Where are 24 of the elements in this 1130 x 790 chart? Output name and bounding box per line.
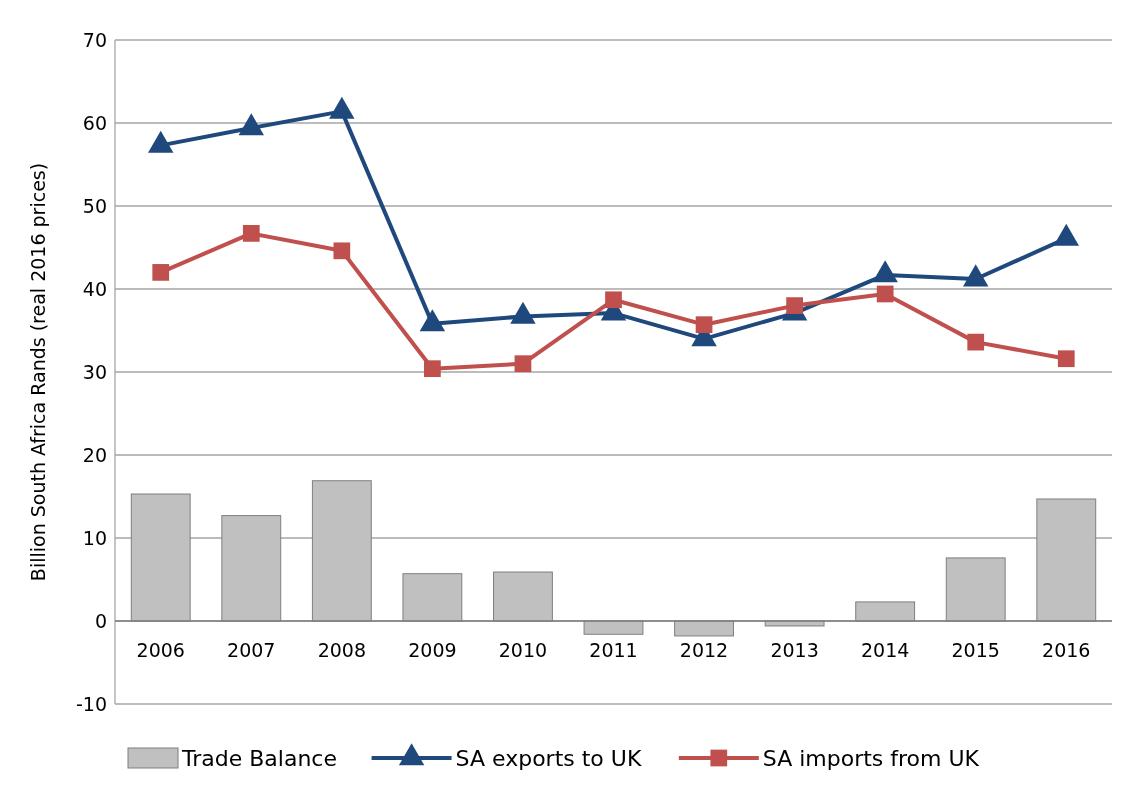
y-tick-label: 70 bbox=[82, 28, 107, 51]
x-tick-label: 2016 bbox=[1042, 639, 1091, 661]
y-tick-label: 10 bbox=[82, 526, 107, 549]
legend-label: SA imports from UK bbox=[762, 745, 980, 771]
y-tick-label: 30 bbox=[82, 360, 107, 383]
x-tick-label: 2007 bbox=[227, 639, 276, 661]
legend-label: SA exports to UK bbox=[455, 745, 642, 771]
x-tick-label: 2012 bbox=[679, 639, 729, 661]
x-tick-label: 2015 bbox=[951, 639, 1000, 661]
legend-label: Trade Balance bbox=[181, 745, 337, 771]
x-tick-label: 2010 bbox=[498, 639, 548, 661]
x-tick-label: 2013 bbox=[770, 639, 819, 661]
y-tick-label: 60 bbox=[82, 111, 107, 134]
y-tick-label: 20 bbox=[82, 443, 107, 466]
x-tick-label: 2014 bbox=[860, 639, 910, 661]
y-tick-label: -10 bbox=[75, 692, 107, 715]
x-tick-label: 2009 bbox=[408, 639, 457, 661]
y-tick-label: 40 bbox=[82, 277, 107, 300]
x-tick-label: 2006 bbox=[136, 639, 185, 661]
x-tick-label: 2011 bbox=[589, 639, 638, 661]
y-axis-title: Billion South Africa Rands (real 2016 prices) bbox=[27, 162, 49, 582]
y-tick-label: 50 bbox=[82, 194, 107, 217]
x-tick-label: 2008 bbox=[317, 639, 367, 661]
y-tick-label: 0 bbox=[94, 609, 107, 632]
